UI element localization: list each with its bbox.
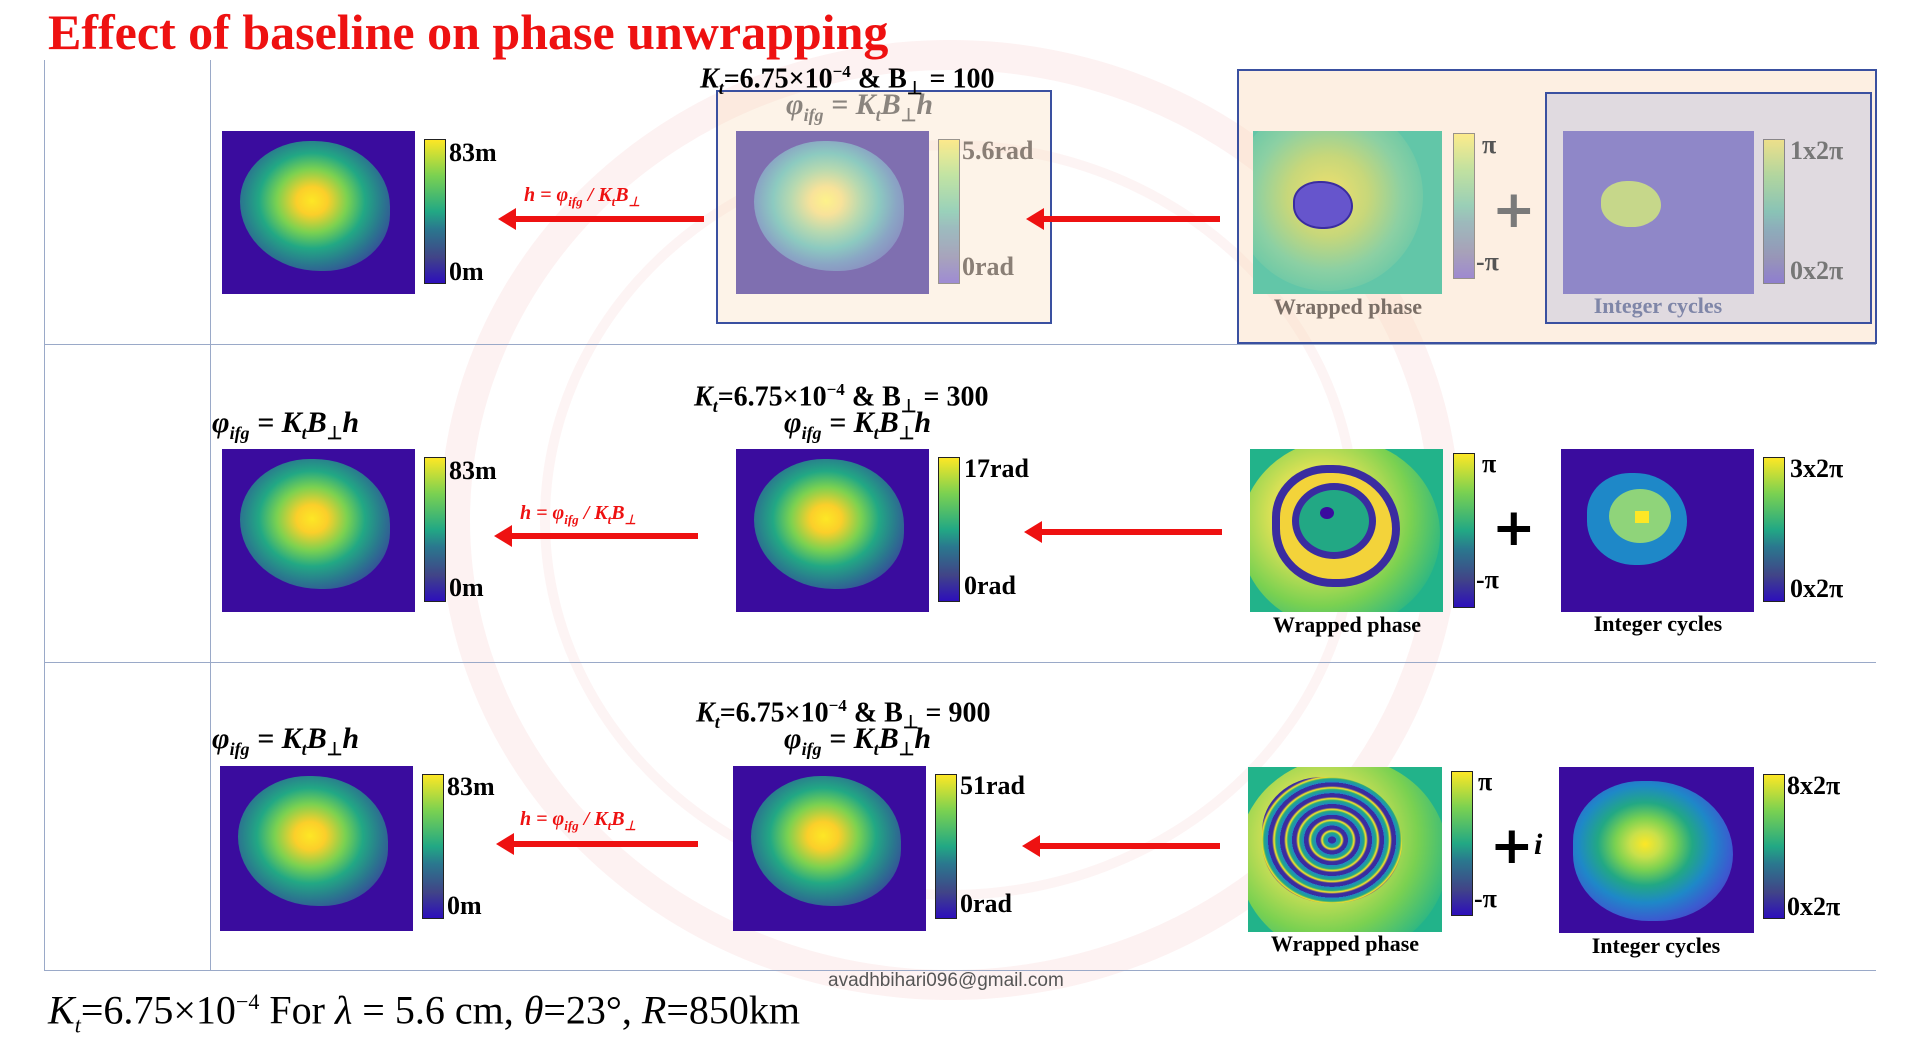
slide-title: Effect of baseline on phase unwrapping (48, 4, 889, 60)
row2-wrapped-caption: Wrapped phase (1272, 612, 1422, 637)
row2-height-arrow-label: h = φifg / KtB⊥ (520, 502, 636, 527)
row1-height-max: 83m (449, 138, 497, 167)
row2-integer-cycles-map (1561, 449, 1754, 612)
row2-wrapped-colorbar (1453, 453, 1475, 608)
row2-left-equation: φifg = KtB⊥h (212, 406, 360, 443)
row2-ifg-equation: φifg = KtB⊥h (784, 406, 932, 443)
row-divider-1 (44, 344, 1876, 345)
row2-height-arrow (494, 525, 698, 547)
row2-height-max: 83m (449, 456, 497, 485)
row3-wrapped-phase-map (1248, 767, 1442, 932)
row1-integer-cycles-map (1563, 131, 1754, 294)
row1-cycles-max: 1x2π (1790, 136, 1844, 165)
row3-integer-cycles-map (1559, 767, 1754, 933)
row3-height-min: 0m (447, 891, 482, 920)
row2-phase-colorbar (938, 457, 960, 602)
row1-phase-max: 5.6rad (962, 136, 1034, 165)
row2-wrapped-phase-map (1250, 449, 1443, 612)
row3-height-colorbar (422, 774, 444, 919)
row3-heading: Kt=6.75×10−4 & B⊥ = 900 (696, 696, 991, 732)
row2-unwrap-arrow (1024, 521, 1222, 543)
row2-cycles-colorbar (1763, 457, 1785, 602)
row1-heading: Kt=6.75×10−4 & B⊥ = 100 (700, 62, 995, 98)
row2-wrapped-max: π (1482, 449, 1497, 478)
row3-height-arrow-label: h = φifg / KtB⊥ (520, 808, 636, 833)
row2-phase-map (736, 449, 929, 612)
row1-phase-min: 0rad (962, 252, 1014, 281)
row3-cycles-min: 0x2π (1787, 892, 1841, 921)
row2-cycles-max: 3x2π (1790, 454, 1844, 483)
row2-heading: Kt=6.75×10−4 & B⊥ = 300 (694, 380, 989, 416)
row1-wrapped-min: -π (1476, 247, 1499, 276)
column-divider (210, 60, 211, 970)
row3-wrapped-max: π (1478, 767, 1493, 796)
row1-wrapped-colorbar (1453, 133, 1475, 279)
row-divider-2 (44, 662, 1876, 663)
author-email: avadhbihari096@gmail.com (828, 970, 1064, 991)
row1-cycles-colorbar (1763, 139, 1785, 284)
row3-phase-min: 0rad (960, 889, 1012, 918)
row3-ifg-equation: φifg = KtB⊥h (784, 722, 932, 759)
row2-height-min: 0m (449, 573, 484, 602)
row1-wrapped-max: π (1482, 130, 1497, 159)
row3-height-arrow (496, 833, 698, 855)
row3-wrapped-min: -π (1474, 884, 1497, 913)
row1-height-arrow (498, 208, 704, 230)
row3-unwrap-arrow (1022, 835, 1220, 857)
row1-height-min: 0m (449, 257, 484, 286)
row1-plus-sign: + (1492, 180, 1536, 240)
row2-phase-max: 17rad (964, 454, 1029, 483)
row3-wrapped-caption: Wrapped phase (1270, 931, 1420, 956)
row2-phase-min: 0rad (964, 571, 1016, 600)
row3-plus-suffix: i (1534, 828, 1543, 861)
row1-height-colorbar (424, 139, 446, 284)
row3-cycles-max: 8x2π (1787, 771, 1841, 800)
row-divider-3 (44, 970, 1876, 971)
wrapped-panel-highlight (1237, 69, 1877, 344)
row1-phase-colorbar (938, 139, 960, 284)
row3-height-map (220, 766, 413, 931)
row2-plus-sign: + (1492, 498, 1536, 558)
row3-phase-colorbar (935, 774, 957, 919)
row3-plus-sign: + (1490, 816, 1534, 876)
row2-cycles-caption: Integer cycles (1593, 611, 1723, 636)
row1-unwrap-arrow (1026, 208, 1220, 230)
row3-height-max: 83m (447, 772, 495, 801)
row1-wrapped-caption: Wrapped phase (1273, 294, 1423, 319)
row1-cycles-min: 0x2π (1790, 256, 1844, 285)
row2-height-colorbar (424, 457, 446, 602)
row1-phase-map (736, 131, 929, 294)
row1-wrapped-phase-map (1253, 131, 1442, 294)
left-border (44, 60, 45, 970)
row2-cycles-min: 0x2π (1790, 574, 1844, 603)
row1-height-arrow-label: h = φifg / KtB⊥ (524, 184, 640, 209)
row3-left-equation: φifg = KtB⊥h (212, 722, 360, 759)
row1-ifg-equation: φifg = KtB⊥h (786, 88, 934, 125)
row3-phase-max: 51rad (960, 771, 1025, 800)
row2-wrapped-min: -π (1476, 565, 1499, 594)
row1-cycles-caption: Integer cycles (1593, 293, 1723, 318)
row3-cycles-colorbar (1763, 774, 1785, 919)
row3-wrapped-colorbar (1451, 771, 1473, 916)
row3-phase-map (733, 766, 926, 931)
row3-cycles-caption: Integer cycles (1591, 933, 1721, 958)
row1-height-map (222, 131, 415, 294)
row2-height-map (222, 449, 415, 612)
footer-constants: Kt=6.75×10−4 For λ = 5.6 cm, θ=23°, R=85… (48, 987, 801, 1038)
